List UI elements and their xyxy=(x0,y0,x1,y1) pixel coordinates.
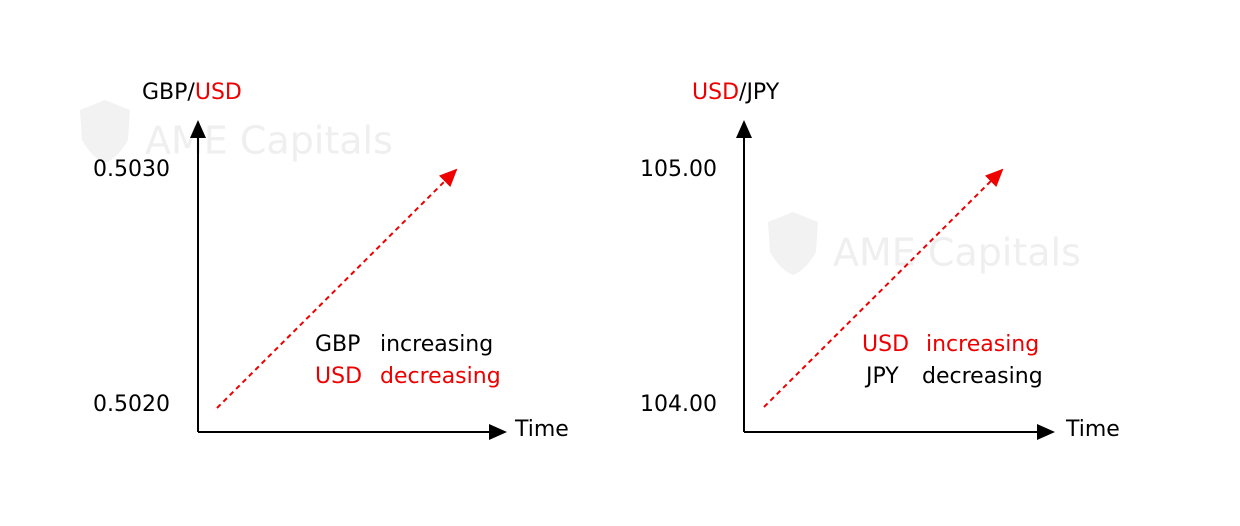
y-label: 0.5030 xyxy=(93,157,170,182)
title-part: / xyxy=(187,80,195,105)
x-label: Time xyxy=(514,417,569,442)
note-currency: JPY xyxy=(864,364,899,389)
watermark: AME Capitals xyxy=(833,231,1081,275)
panel: GBP/USD 0.5030 0.5020 Time GBP increasin… xyxy=(93,80,569,442)
panel: USD/JPY 105.00 104.00 Time USD increasin… xyxy=(640,80,1120,442)
watermark-logo xyxy=(80,100,818,275)
title-part: GBP xyxy=(142,80,187,105)
note-direction: increasing xyxy=(926,332,1039,357)
y-label: 105.00 xyxy=(640,157,717,182)
note-currency: USD xyxy=(862,332,909,357)
y-label: 0.5020 xyxy=(93,392,170,417)
watermark: AME Capitals xyxy=(145,119,393,163)
note-currency: GBP xyxy=(315,332,360,357)
note-direction: decreasing xyxy=(380,364,501,389)
panel-title: GBP/USD xyxy=(142,80,242,105)
x-label: Time xyxy=(1065,417,1120,442)
title-part: USD xyxy=(692,80,739,105)
note-direction: decreasing xyxy=(922,364,1043,389)
note-currency: USD xyxy=(315,364,362,389)
panel-title: USD/JPY xyxy=(692,80,780,105)
trend-arrow xyxy=(763,168,1004,408)
note-direction: increasing xyxy=(380,332,493,357)
title-part: / xyxy=(739,80,747,105)
trend-arrow xyxy=(216,168,458,409)
y-label: 104.00 xyxy=(640,392,717,417)
title-part: USD xyxy=(195,80,242,105)
title-part: JPY xyxy=(744,80,779,105)
